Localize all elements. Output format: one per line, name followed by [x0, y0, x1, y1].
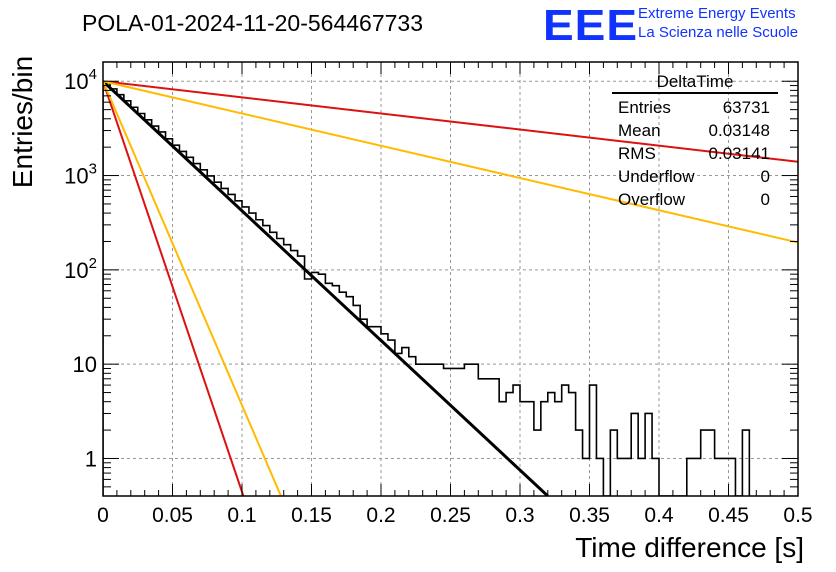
- stats-label: Overflow: [618, 190, 686, 209]
- histogram-outline: [103, 81, 751, 496]
- x-tick-label: 0: [97, 504, 109, 527]
- stats-row-underflow: Underflow 0: [612, 165, 778, 188]
- y-tick-label: 104: [64, 66, 97, 94]
- y-tick-label: 102: [64, 255, 97, 283]
- stats-value: 0: [760, 190, 770, 209]
- stats-label: Underflow: [618, 167, 695, 186]
- fit-line-3: [103, 80, 245, 496]
- stats-row-rms: RMS 0.03141: [612, 142, 778, 165]
- stats-label: RMS: [618, 144, 656, 163]
- y-tick-label: 1: [85, 446, 97, 471]
- fit-line-4: [103, 80, 282, 496]
- stats-row-entries: Entries 63731: [612, 96, 778, 119]
- x-tick-label: 0.35: [569, 504, 610, 527]
- plot-title: POLA-01-2024-11-20-564467733: [82, 10, 423, 36]
- x-tick-label: 0.15: [291, 504, 332, 527]
- fit-line-1: [103, 80, 798, 163]
- x-tick-label: 0.1: [227, 504, 256, 527]
- x-tick-label: 0.25: [430, 504, 471, 527]
- eee-logo: EEE: [543, 0, 639, 50]
- stats-value: 63731: [722, 98, 770, 117]
- y-tick-label: 10: [73, 352, 97, 377]
- stats-value: 0.03148: [708, 121, 770, 140]
- x-tick-label: 0.4: [644, 504, 674, 527]
- y-tick-label: 103: [64, 161, 97, 189]
- x-tick-label: 0.3: [505, 504, 534, 527]
- logo-line-2: La Scienza nelle Scuole: [638, 24, 799, 41]
- stats-label: Entries: [618, 98, 671, 117]
- stats-value: 0: [760, 167, 770, 186]
- fit-line-2: [103, 80, 798, 244]
- x-tick-label: 0.2: [366, 504, 395, 527]
- y-axis-label: Entries/bin: [7, 55, 38, 189]
- x-axis-label: Time difference [s]: [575, 532, 804, 563]
- stats-row-mean: Mean 0.03148: [612, 119, 778, 142]
- x-tick-label: 0.05: [152, 504, 193, 527]
- fit-line-0: [103, 80, 549, 496]
- y-axis-label-box: Entries/bin: [7, 56, 38, 188]
- stats-title: DeltaTime: [612, 72, 778, 94]
- x-tick-label: 0.5: [783, 504, 812, 527]
- logo-line-1: Extreme Energy Events: [638, 5, 796, 22]
- x-tick-label: 0.45: [708, 504, 749, 527]
- stats-row-overflow: Overflow 0: [612, 188, 778, 211]
- stats-label: Mean: [618, 121, 661, 140]
- stats-value: 0.03141: [708, 144, 770, 163]
- stats-box: DeltaTime Entries 63731 Mean 0.03148 RMS…: [612, 72, 778, 211]
